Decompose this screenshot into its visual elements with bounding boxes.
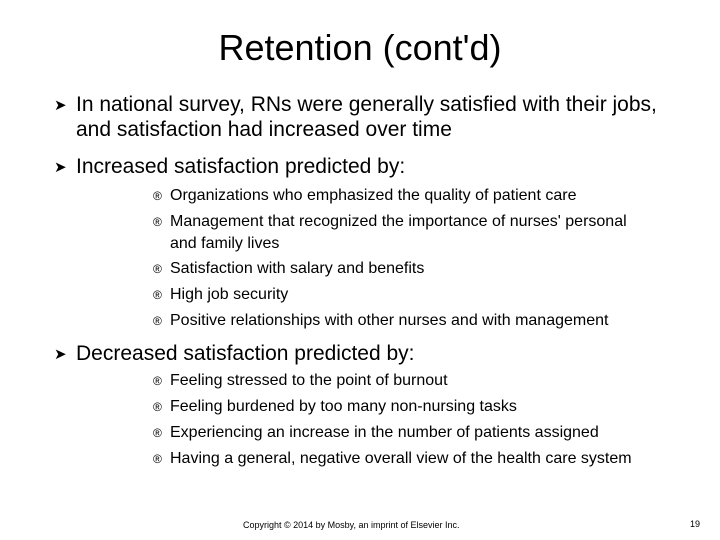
sub-item-text: Positive relationships with other nurses… — [170, 312, 609, 329]
sub-item: ® Having a general, negative overall vie… — [153, 448, 640, 470]
sub-item: ® Organizations who emphasized the quali… — [153, 185, 690, 207]
arrowhead-bullet-icon: ➤ — [54, 97, 67, 114]
sub-item: ® Feeling burdened by too many non-nursi… — [153, 396, 690, 418]
sub-item-text: High job security — [170, 286, 289, 303]
registered-mark-bullet-icon: ® — [153, 189, 162, 203]
bullet-text: In national survey, RNs were generally s… — [76, 93, 657, 141]
registered-mark-bullet-icon: ® — [153, 452, 162, 466]
sub-item-text: Experiencing an increase in the number o… — [170, 424, 599, 441]
registered-mark-bullet-icon: ® — [153, 288, 162, 302]
sub-item: ® Feeling stressed to the point of burno… — [153, 370, 690, 392]
bullet-increased: ➤ Increased satisfaction predicted by: — [54, 154, 676, 179]
bullet-text: Increased satisfaction predicted by: — [76, 155, 406, 178]
registered-mark-bullet-icon: ® — [153, 426, 162, 440]
sub-item-text: Organizations who emphasized the quality… — [170, 187, 577, 204]
sub-item-text: Satisfaction with salary and benefits — [170, 260, 425, 277]
slide-title: Retention (cont'd) — [218, 27, 502, 68]
sub-item-text: Feeling burdened by too many non-nursing… — [170, 398, 517, 415]
sub-item: ® Positive relationships with other nurs… — [153, 310, 690, 332]
bullet-text: Decreased satisfaction predicted by: — [76, 342, 415, 365]
registered-mark-bullet-icon: ® — [153, 314, 162, 328]
sub-item: ® Management that recognized the importa… — [153, 211, 640, 255]
arrowhead-bullet-icon: ➤ — [54, 159, 67, 176]
sub-item: ® Satisfaction with salary and benefits — [153, 258, 690, 280]
registered-mark-bullet-icon: ® — [153, 262, 162, 276]
page-number: 19 — [690, 519, 701, 529]
registered-mark-bullet-icon: ® — [153, 400, 162, 414]
sub-item: ® Experiencing an increase in the number… — [153, 422, 690, 444]
registered-mark-bullet-icon: ® — [153, 374, 162, 388]
sub-item-text: Management that recognized the importanc… — [170, 213, 627, 252]
bullet-decreased: ➤ Decreased satisfaction predicted by: — [54, 341, 676, 366]
registered-mark-bullet-icon: ® — [153, 215, 162, 229]
sub-item: ® High job security — [153, 284, 690, 306]
arrowhead-bullet-icon: ➤ — [54, 346, 67, 363]
copyright-footer: Copyright © 2014 by Mosby, an imprint of… — [243, 520, 460, 530]
sub-item-text: Having a general, negative overall view … — [170, 450, 632, 467]
sub-item-text: Feeling stressed to the point of burnout — [170, 372, 448, 389]
bullet-survey: ➤ In national survey, RNs were generally… — [54, 92, 676, 142]
